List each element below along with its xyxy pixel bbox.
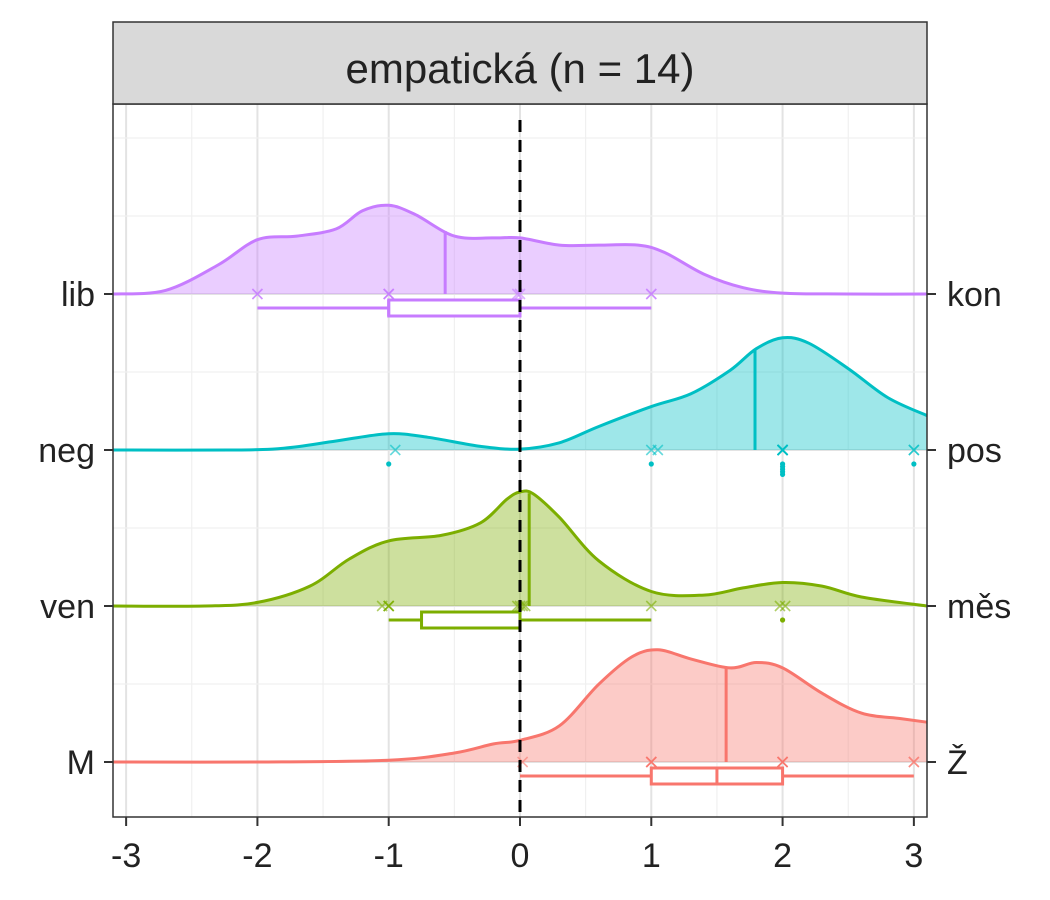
strip-background xyxy=(112,21,928,105)
x-tick-label: 3 xyxy=(904,837,923,875)
y-tick-label-right: kon xyxy=(947,276,1002,314)
axes-layer: -3 -2 -1 0 1 2 3 lib kon neg pos ven měs M Ž xyxy=(38,276,1011,875)
y-tick-label-right: Ž xyxy=(947,744,968,782)
strip-title: empatická (n = 14) xyxy=(345,45,694,92)
data-point xyxy=(389,444,401,456)
box-iqr xyxy=(387,298,522,318)
x-tick-label: 1 xyxy=(642,837,661,875)
density-curve xyxy=(112,489,928,608)
data-point xyxy=(383,600,395,612)
x-tick-label: -3 xyxy=(111,837,141,875)
x-tick-label: 0 xyxy=(511,837,530,875)
density-curve xyxy=(112,336,928,452)
y-tick-label-left: ven xyxy=(40,588,95,626)
outlier-point xyxy=(779,617,786,623)
data-point xyxy=(645,600,657,612)
data-point xyxy=(514,288,526,300)
density-area xyxy=(113,337,927,451)
outlier-point xyxy=(779,471,786,477)
data-point xyxy=(645,756,657,768)
data-point xyxy=(383,288,395,300)
data-point xyxy=(251,288,263,300)
data-point xyxy=(779,600,791,612)
data-point xyxy=(652,444,664,456)
data-point xyxy=(645,288,657,300)
outlier-point xyxy=(386,461,392,467)
y-tick-label-left: M xyxy=(67,744,95,782)
density-area xyxy=(113,649,927,763)
y-tick-label-right: měs xyxy=(947,588,1011,626)
outlier-point xyxy=(648,461,654,467)
x-tick-label: -2 xyxy=(242,837,272,875)
y-tick-label-right: pos xyxy=(947,432,1002,470)
data-point xyxy=(519,600,531,612)
y-tick-label-left: lib xyxy=(61,276,95,314)
row-M xyxy=(112,648,928,786)
box-iqr xyxy=(420,610,522,630)
x-tick-label: -1 xyxy=(374,837,404,875)
data-point xyxy=(908,756,920,768)
density-curve xyxy=(112,203,928,296)
outlier-point xyxy=(911,461,917,467)
density-curve xyxy=(112,648,928,764)
data-point xyxy=(774,600,786,612)
data-point xyxy=(777,444,789,456)
x-tick-label: 2 xyxy=(773,837,792,875)
data-point xyxy=(908,444,920,456)
y-tick-label-left: neg xyxy=(38,432,95,470)
row-neg xyxy=(112,336,928,477)
data-point xyxy=(777,756,789,768)
